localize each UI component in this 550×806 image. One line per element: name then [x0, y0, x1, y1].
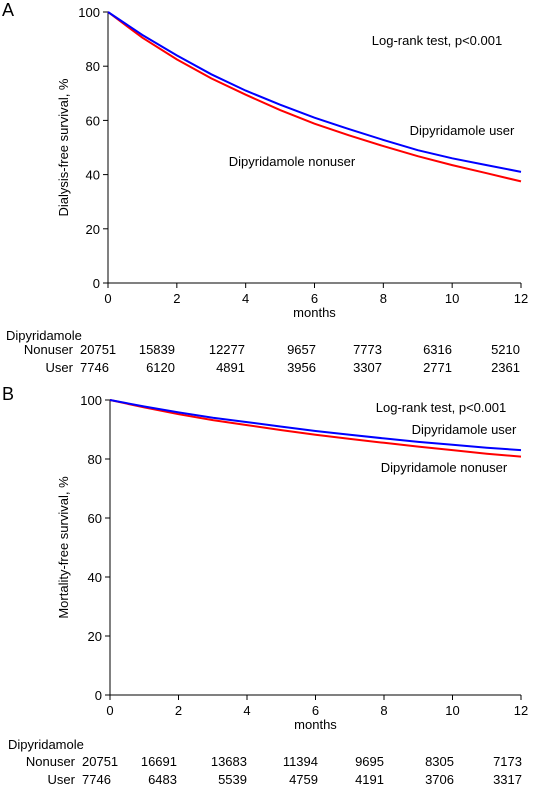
- x-tick-label: 12: [514, 703, 528, 718]
- series-label-nonuser: Dipyridamole nonuser: [381, 460, 508, 475]
- risk-table-cell: 11394: [283, 754, 318, 769]
- risk-table-header: Dipyridamole: [6, 328, 82, 343]
- risk-table-cell: 6120: [146, 360, 175, 375]
- x-tick-label: 8: [380, 703, 387, 718]
- x-tick-label: 4: [242, 291, 249, 306]
- x-tick-label: 0: [104, 291, 111, 306]
- risk-table-cell: 3307: [353, 360, 382, 375]
- y-tick-label: 20: [88, 629, 102, 644]
- risk-table-cell: 4759: [289, 772, 318, 787]
- x-tick-label: 10: [445, 703, 459, 718]
- risk-table-cell: 6316: [423, 342, 452, 357]
- risk-table-cell: 20751: [82, 754, 118, 769]
- risk-table-cell: 6483: [148, 772, 177, 787]
- panel-label: A: [2, 0, 14, 20]
- risk-table-cell: 3706: [425, 772, 454, 787]
- y-tick-label: 80: [86, 59, 100, 74]
- y-axis-label: Dialysis-free survival, %: [56, 78, 71, 216]
- risk-table-cell: 2771: [423, 360, 452, 375]
- y-tick-label: 80: [88, 452, 102, 467]
- y-tick-label: 60: [88, 511, 102, 526]
- y-tick-label: 100: [80, 393, 102, 408]
- series-line-nonuser: [109, 399, 522, 458]
- y-tick-label: 40: [88, 570, 102, 585]
- y-tick-label: 60: [86, 113, 100, 128]
- x-tick-label: 2: [175, 703, 182, 718]
- x-tick-label: 6: [312, 703, 319, 718]
- risk-table-header: Dipyridamole: [8, 737, 84, 752]
- risk-table-cell: 3317: [493, 772, 522, 787]
- risk-table-cell: 20751: [80, 342, 116, 357]
- risk-row-label: Nonuser: [24, 342, 74, 357]
- risk-table-cell: 3956: [287, 360, 316, 375]
- y-axis-label: Mortality-free survival, %: [56, 476, 71, 619]
- x-axis-label: months: [294, 717, 337, 732]
- x-tick-label: 8: [380, 291, 387, 306]
- series-label-user: Dipyridamole user: [412, 422, 517, 437]
- x-tick-label: 2: [173, 291, 180, 306]
- risk-table-cell: 5210: [491, 342, 520, 357]
- series-line-nonuser: [107, 11, 522, 183]
- y-tick-label: 0: [93, 276, 100, 291]
- log-rank-annotation: Log-rank test, p<0.001: [376, 400, 506, 415]
- risk-row-label: User: [46, 360, 74, 375]
- risk-table-cell: 7746: [80, 360, 109, 375]
- x-tick-label: 10: [445, 291, 459, 306]
- risk-table-cell: 9657: [287, 342, 316, 357]
- series-line-user: [109, 399, 522, 452]
- risk-table-cell: 7173: [493, 754, 522, 769]
- x-tick-label: 6: [311, 291, 318, 306]
- risk-table-cell: 16691: [141, 754, 177, 769]
- risk-table-cell: 5539: [218, 772, 247, 787]
- risk-table-cell: 2361: [491, 360, 520, 375]
- risk-table-cell: 9695: [355, 754, 384, 769]
- y-tick-label: 40: [86, 168, 100, 183]
- y-tick-label: 0: [95, 688, 102, 703]
- risk-table-cell: 13683: [211, 754, 247, 769]
- risk-table-cell: 7773: [353, 342, 382, 357]
- series-label-nonuser: Dipyridamole nonuser: [229, 154, 356, 169]
- risk-row-label: Nonuser: [26, 754, 76, 769]
- risk-table-cell: 7746: [82, 772, 111, 787]
- risk-table-cell: 4191: [355, 772, 384, 787]
- y-tick-label: 20: [86, 222, 100, 237]
- series-label-user: Dipyridamole user: [410, 123, 515, 138]
- x-tick-label: 12: [514, 291, 528, 306]
- risk-table-cell: 15839: [139, 342, 175, 357]
- risk-table-cell: 8305: [425, 754, 454, 769]
- y-tick-label: 100: [78, 5, 100, 20]
- x-axis-label: months: [293, 305, 336, 320]
- panel-label: B: [2, 384, 14, 404]
- log-rank-annotation: Log-rank test, p<0.001: [372, 33, 502, 48]
- x-tick-label: 0: [106, 703, 113, 718]
- risk-table-cell: 12277: [209, 342, 245, 357]
- x-tick-label: 4: [243, 703, 250, 718]
- risk-row-label: User: [48, 772, 76, 787]
- series-line-user: [107, 11, 522, 173]
- risk-table-cell: 4891: [216, 360, 245, 375]
